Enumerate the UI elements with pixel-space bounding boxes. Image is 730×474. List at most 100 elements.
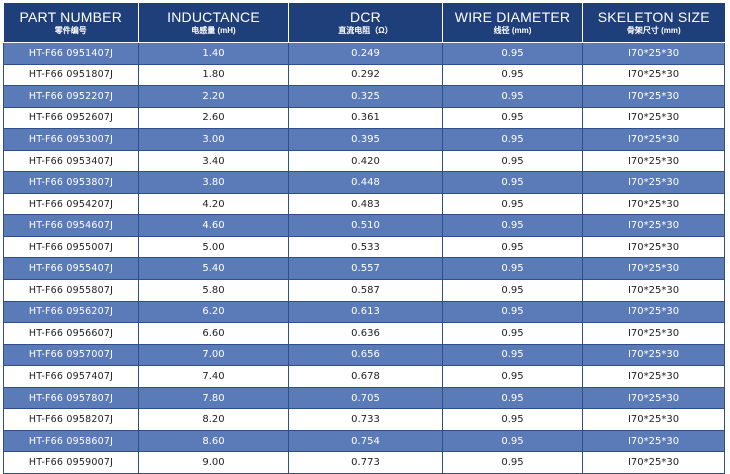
- wire-diameter-cell: 0.95: [442, 193, 583, 216]
- header-part-number-cn: 零件编号: [54, 26, 87, 35]
- table-row: HT-F66 0958607J 8.60 0.754 0.95 I70*25*30: [3, 430, 725, 453]
- header-part-number-en: PART NUMBER: [19, 9, 123, 25]
- wire-diameter-cell: 0.95: [442, 85, 583, 108]
- inductance-cell: 4.60: [138, 214, 289, 237]
- wire-diameter-cell: 0.95: [442, 236, 583, 259]
- table-row: HT-F66 0953007J 3.00 0.395 0.95 I70*25*30: [3, 128, 725, 151]
- wire-diameter-cell: 0.95: [442, 301, 583, 324]
- table-row: HT-F66 0959007J 9.00 0.773 0.95 I70*25*30: [3, 451, 725, 474]
- inductance-cell: 9.00: [138, 451, 289, 474]
- dcr-cell: 0.754: [288, 430, 443, 453]
- inductance-cell: 6.60: [138, 322, 289, 345]
- inductance-cell: 1.40: [138, 42, 289, 65]
- wire-diameter-cell: 0.95: [442, 64, 583, 87]
- header-skeleton-size-cn: 骨架尺寸 (mm): [626, 26, 681, 35]
- part-number-cell: HT-F66 0954207J: [3, 193, 139, 216]
- header-wire-diameter-en: WIRE DIAMETER: [454, 9, 571, 25]
- header-row: PART NUMBER 零件编号 INDUCTANCE 电感量 (mH) DCR…: [3, 3, 725, 43]
- header-dcr-en: DCR: [350, 9, 381, 25]
- skeleton-size-cell: I70*25*30: [582, 150, 725, 173]
- part-number-cell: HT-F66 0957407J: [3, 365, 139, 388]
- skeleton-size-cell: I70*25*30: [582, 387, 725, 410]
- part-number-cell: HT-F66 0957007J: [3, 344, 139, 367]
- dcr-cell: 0.705: [288, 387, 443, 410]
- skeleton-size-cell: I70*25*30: [582, 279, 725, 302]
- skeleton-size-cell: I70*25*30: [582, 301, 725, 324]
- table-row: HT-F66 0957807J 7.80 0.705 0.95 I70*25*30: [3, 387, 725, 410]
- part-number-cell: HT-F66 0958207J: [3, 408, 139, 431]
- inductance-cell: 5.80: [138, 279, 289, 302]
- wire-diameter-cell: 0.95: [442, 430, 583, 453]
- part-number-cell: HT-F66 0959007J: [3, 451, 139, 474]
- inductance-cell: 3.40: [138, 150, 289, 173]
- table-body: HT-F66 0951407J 1.40 0.249 0.95 I70*25*30 HT-…: [3, 42, 725, 474]
- table-row: HT-F66 0956607J 6.60 0.636 0.95 I70*25*30: [3, 322, 725, 345]
- dcr-cell: 0.420: [288, 150, 443, 173]
- table-row: HT-F66 0953807J 3.80 0.448 0.95 I70*25*30: [3, 171, 725, 194]
- part-number-cell: HT-F66 0953407J: [3, 150, 139, 173]
- header-dcr-cn: 直流电阻（Ω）: [338, 26, 393, 35]
- inductance-cell: 7.40: [138, 365, 289, 388]
- dcr-cell: 0.773: [288, 451, 443, 474]
- part-number-cell: HT-F66 0955407J: [3, 257, 139, 281]
- wire-diameter-cell: 0.95: [442, 107, 583, 130]
- skeleton-size-cell: I70*25*30: [582, 128, 725, 151]
- skeleton-size-cell: I70*25*30: [582, 85, 725, 108]
- table-row: HT-F66 0957007J 7.00 0.656 0.95 I70*25*30: [3, 344, 725, 367]
- dcr-cell: 0.361: [288, 107, 443, 130]
- dcr-cell: 0.587: [288, 279, 443, 302]
- dcr-cell: 0.325: [288, 85, 443, 108]
- part-number-cell: HT-F66 0957807J: [3, 387, 139, 410]
- part-number-cell: HT-F66 0952607J: [3, 107, 139, 130]
- inductance-cell: 8.20: [138, 408, 289, 431]
- dcr-cell: 0.448: [288, 171, 443, 194]
- inductor-spec-table: PART NUMBER 零件编号 INDUCTANCE 电感量 (mH) DCR…: [3, 3, 725, 474]
- inductance-cell: 6.20: [138, 301, 289, 324]
- part-number-cell: HT-F66 0955807J: [3, 279, 139, 302]
- table-row: HT-F66 0951407J 1.40 0.249 0.95 I70*25*30: [3, 42, 725, 65]
- dcr-cell: 0.533: [288, 236, 443, 259]
- dcr-cell: 0.249: [288, 42, 443, 65]
- dcr-cell: 0.510: [288, 214, 443, 237]
- skeleton-size-cell: I70*25*30: [582, 322, 725, 345]
- table-row: HT-F66 0958207J 8.20 0.733 0.95 I70*25*30: [3, 408, 725, 431]
- header-wire-diameter: WIRE DIAMETER 线径 (mm): [442, 3, 583, 43]
- wire-diameter-cell: 0.95: [442, 257, 583, 281]
- part-number-cell: HT-F66 0953807J: [3, 171, 139, 194]
- header-part-number: PART NUMBER 零件编号: [3, 3, 139, 43]
- skeleton-size-cell: I70*25*30: [582, 214, 725, 237]
- skeleton-size-cell: I70*25*30: [582, 193, 725, 216]
- part-number-cell: HT-F66 0953007J: [3, 128, 139, 151]
- header-inductance: INDUCTANCE 电感量 (mH): [138, 3, 289, 43]
- inductance-cell: 2.60: [138, 107, 289, 130]
- skeleton-size-cell: I70*25*30: [582, 107, 725, 130]
- header-wire-diameter-cn: 线径 (mm): [493, 26, 532, 35]
- header-skeleton-size-en: SKELETON SIZE: [597, 9, 710, 25]
- skeleton-size-cell: I70*25*30: [582, 408, 725, 431]
- table-row: HT-F66 0955407J 5.40 0.557 0.95 I70*25*30: [3, 257, 725, 281]
- inductance-cell: 4.20: [138, 193, 289, 216]
- part-number-cell: HT-F66 0958607J: [3, 430, 139, 453]
- table-row: HT-F66 0955007J 5.00 0.533 0.95 I70*25*30: [3, 236, 725, 259]
- part-number-cell: HT-F66 0951807J: [3, 64, 139, 87]
- dcr-cell: 0.483: [288, 193, 443, 216]
- inductance-cell: 7.00: [138, 344, 289, 367]
- wire-diameter-cell: 0.95: [442, 171, 583, 194]
- table-row: HT-F66 0952607J 2.60 0.361 0.95 I70*25*30: [3, 107, 725, 130]
- dcr-cell: 0.292: [288, 64, 443, 87]
- wire-diameter-cell: 0.95: [442, 387, 583, 410]
- table-row: HT-F66 0954207J 4.20 0.483 0.95 I70*25*30: [3, 193, 725, 216]
- header-inductance-cn: 电感量 (mH): [191, 26, 236, 35]
- part-number-cell: HT-F66 0956207J: [3, 301, 139, 324]
- part-number-cell: HT-F66 0952207J: [3, 85, 139, 108]
- dcr-cell: 0.678: [288, 365, 443, 388]
- inductance-cell: 5.00: [138, 236, 289, 259]
- part-number-cell: HT-F66 0956607J: [3, 322, 139, 345]
- wire-diameter-cell: 0.95: [442, 42, 583, 65]
- skeleton-size-cell: I70*25*30: [582, 42, 725, 65]
- skeleton-size-cell: I70*25*30: [582, 344, 725, 367]
- header-skeleton-size: SKELETON SIZE 骨架尺寸 (mm): [582, 3, 725, 43]
- table-row: HT-F66 0952207J 2.20 0.325 0.95 I70*25*30: [3, 85, 725, 108]
- skeleton-size-cell: I70*25*30: [582, 64, 725, 87]
- part-number-cell: HT-F66 0955007J: [3, 236, 139, 259]
